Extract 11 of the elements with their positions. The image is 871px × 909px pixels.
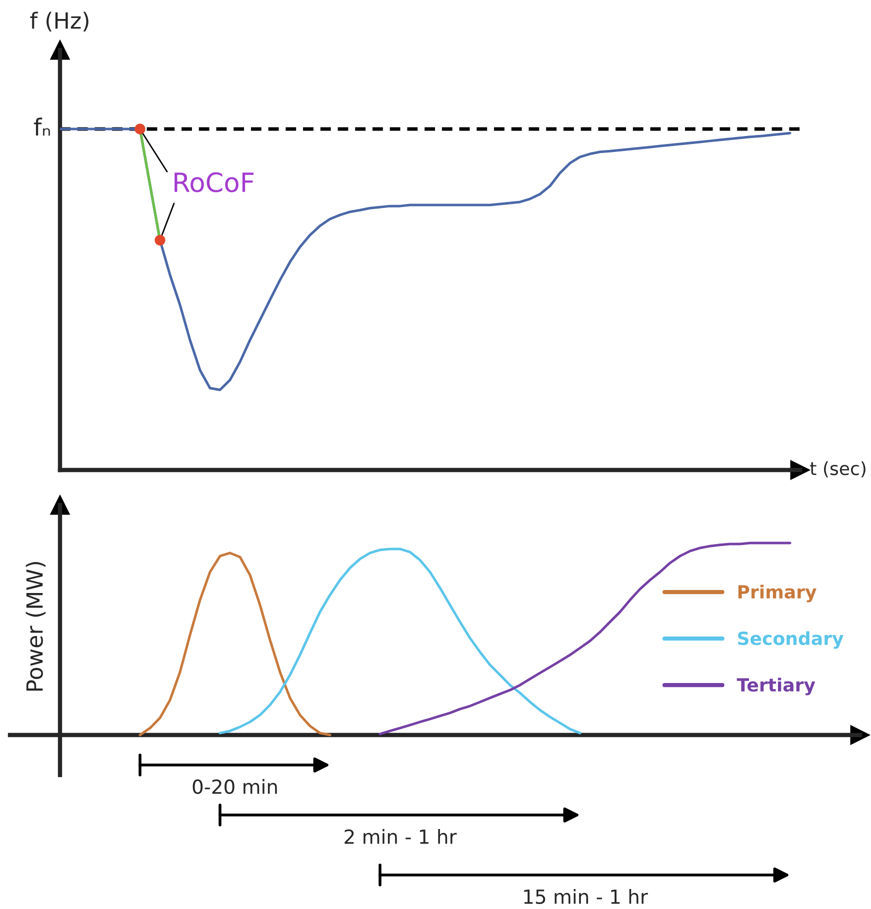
text: 2 min - 1 hr: [344, 829, 457, 844]
x-axis-title: t (sec): [810, 461, 866, 478]
legend-label: Tertiary: [736, 678, 816, 696]
annotation: RoCoF: [174, 172, 254, 192]
legend-label: Primary: [738, 584, 816, 602]
legend-label: Secondary: [738, 631, 844, 649]
ref-line-label: fₙ: [34, 118, 50, 136]
y-axis-title: Power (MW): [26, 562, 46, 691]
text: 0-20 min: [192, 779, 277, 794]
y-axis-title: f (Hz): [30, 12, 88, 32]
text: 15 min - 1 hr: [524, 889, 648, 904]
